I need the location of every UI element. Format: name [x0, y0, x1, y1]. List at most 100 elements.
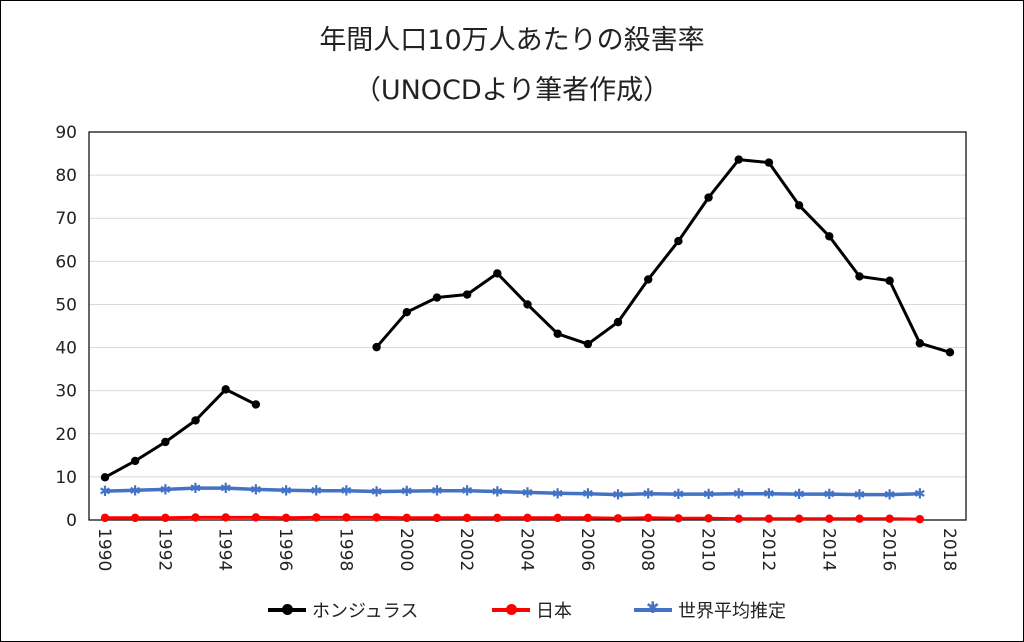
- chart-title: 年間人口10万人あたりの殺害率: [319, 25, 705, 56]
- data-point-honduras: [674, 236, 683, 246]
- data-point-japan: [553, 513, 562, 523]
- data-point-world: ✱: [371, 485, 383, 501]
- data-point-japan: [734, 514, 743, 523]
- x-tick-label: 2004: [517, 528, 537, 571]
- series-line-honduras: [104, 387, 257, 479]
- data-point-world: ✱: [703, 487, 715, 503]
- data-point-world: ✱: [884, 488, 896, 504]
- data-point-honduras: [251, 400, 261, 409]
- legend-swatch-honduras: [268, 604, 306, 615]
- data-point-honduras: [855, 272, 864, 281]
- legend-swatch-world: ✱: [634, 599, 672, 617]
- plot-area: [88, 131, 967, 521]
- data-point-japan: [674, 514, 683, 523]
- data-point-honduras: [945, 348, 955, 357]
- data-point-honduras: [402, 308, 411, 317]
- data-point-japan: [161, 513, 170, 523]
- legend-swatch-japan: [492, 604, 530, 615]
- x-tick-label: 2006: [577, 528, 597, 571]
- data-point-japan: [100, 513, 110, 523]
- data-point-honduras: [432, 293, 442, 302]
- data-point-japan: [221, 513, 230, 522]
- series-line-honduras: [375, 158, 951, 354]
- data-point-honduras: [161, 437, 170, 447]
- y-tick-label: 70: [55, 209, 77, 229]
- data-point-honduras: [191, 416, 200, 425]
- data-point-world: ✱: [642, 487, 654, 503]
- data-point-japan: [523, 513, 532, 523]
- data-point-japan: [130, 513, 140, 523]
- data-point-honduras: [583, 339, 593, 349]
- x-tick-label: 1994: [215, 528, 235, 571]
- x-tick-label: 2018: [939, 528, 959, 571]
- data-point-honduras: [764, 158, 774, 167]
- legend-item-japan: 日本: [492, 596, 572, 624]
- data-point-japan: [372, 513, 381, 522]
- data-point-japan: [855, 514, 864, 523]
- x-tick-label: 1992: [154, 528, 174, 571]
- data-point-world: ✱: [763, 487, 775, 503]
- data-point-japan: [493, 513, 502, 523]
- data-point-honduras: [734, 155, 743, 164]
- data-point-japan: [191, 513, 200, 522]
- legend: ホンジュラス 日本 ✱ 世界平均推定: [0, 596, 1024, 626]
- series-line-japan: [105, 515, 920, 521]
- x-tick-label: 2002: [456, 528, 476, 571]
- data-point-world: ✱: [190, 481, 202, 497]
- data-point-world: ✱: [823, 487, 835, 503]
- data-point-world: ✱: [99, 484, 111, 500]
- data-point-honduras: [885, 276, 894, 285]
- data-point-world: ✱: [220, 481, 232, 497]
- data-point-world: ✱: [793, 487, 805, 503]
- data-point-japan: [794, 514, 804, 523]
- data-point-japan: [251, 513, 261, 522]
- data-point-world: ✱: [310, 484, 322, 500]
- x-tick-label: 2016: [879, 528, 899, 571]
- y-tick-label: 60: [55, 252, 77, 272]
- data-point-honduras: [613, 317, 623, 327]
- data-point-japan: [583, 513, 593, 523]
- data-point-honduras: [493, 269, 502, 278]
- data-point-honduras: [794, 201, 804, 210]
- data-point-world: ✱: [491, 485, 503, 501]
- y-tick-label: 40: [55, 339, 77, 359]
- y-tick-label: 20: [55, 425, 77, 445]
- legend-item-world: ✱ 世界平均推定: [634, 596, 786, 624]
- legend-label-world: 世界平均推定: [678, 601, 786, 622]
- x-tick-label: 1990: [94, 528, 114, 571]
- data-point-japan: [462, 513, 472, 523]
- data-point-honduras: [130, 456, 140, 466]
- data-point-honduras: [221, 385, 230, 394]
- x-tick-label: 2012: [758, 528, 778, 571]
- data-point-honduras: [704, 193, 713, 202]
- chart-subtitle: （UNOCDより筆者作成）: [353, 75, 671, 106]
- data-point-japan: [704, 514, 713, 523]
- data-point-honduras: [915, 339, 925, 348]
- legend-item-honduras: ホンジュラス: [268, 596, 418, 624]
- x-tick-label: 1996: [275, 528, 295, 571]
- data-point-world: ✱: [159, 482, 171, 498]
- data-point-japan: [432, 513, 442, 523]
- data-point-world: ✱: [612, 488, 624, 504]
- data-point-japan: [764, 514, 774, 523]
- data-point-honduras: [100, 473, 110, 482]
- y-tick-label: 50: [55, 295, 77, 315]
- x-tick-label: 1998: [335, 528, 355, 571]
- data-point-japan: [312, 513, 321, 522]
- data-point-world: ✱: [461, 484, 473, 500]
- x-tick-label: 2010: [698, 528, 718, 571]
- data-point-honduras: [372, 342, 381, 352]
- data-point-world: ✱: [522, 485, 534, 501]
- data-point-japan: [281, 513, 291, 523]
- data-point-world: ✱: [280, 483, 292, 499]
- data-point-world: ✱: [431, 484, 443, 500]
- x-tick-label: 2014: [818, 528, 838, 571]
- y-tick-label: 80: [55, 166, 77, 186]
- y-tick-label: 30: [55, 382, 77, 402]
- data-point-japan: [885, 514, 894, 523]
- y-tick-label: 10: [55, 468, 77, 488]
- data-point-world: ✱: [854, 488, 866, 504]
- data-point-world: ✱: [733, 487, 745, 503]
